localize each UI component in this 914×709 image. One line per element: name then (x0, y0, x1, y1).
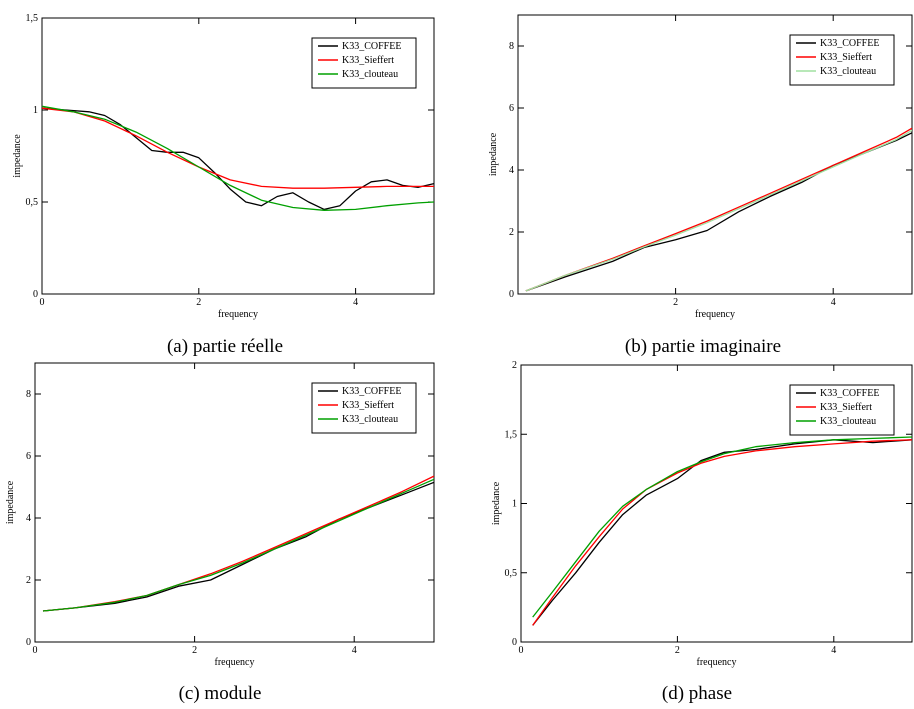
x-tick-label-c: 0 (33, 645, 38, 656)
y-axis-label-b: impedance (488, 132, 499, 176)
x-tick-label-b: 4 (831, 297, 836, 308)
y-tick-label-d: 2 (512, 360, 517, 371)
x-tick-label-c: 2 (192, 645, 197, 656)
caption-b: (b) partie imaginaire (625, 336, 781, 357)
y-tick-label-a: 0,5 (26, 197, 39, 208)
y-tick-label-c: 8 (26, 389, 31, 400)
y-tick-label-a: 1 (33, 105, 38, 116)
y-tick-label-a: 1,5 (26, 13, 39, 24)
y-tick-label-d: 0 (512, 637, 517, 648)
legend-label-d-2: K33_clouteau (820, 416, 876, 427)
x-tick-label-d: 2 (675, 645, 680, 656)
legend-label-c-0: K33_COFFEE (342, 386, 401, 397)
series-line-d-1 (532, 439, 912, 626)
x-tick-label-a: 2 (196, 297, 201, 308)
plot-frame-a (41, 17, 435, 295)
caption-c: (c) module (179, 683, 262, 704)
y-tick-label-c: 0 (26, 637, 31, 648)
legend-label-a-1: K33_Sieffert (342, 55, 394, 66)
legend-label-a-2: K33_clouteau (342, 69, 398, 80)
y-tick-label-d: 1,5 (505, 429, 518, 440)
x-tick-label-b: 2 (673, 297, 678, 308)
series-line-a-2 (42, 105, 434, 211)
y-tick-label-d: 0,5 (505, 568, 518, 579)
y-tick-label-b: 8 (509, 41, 514, 52)
plot-frame-c (34, 362, 435, 643)
legend-label-b-2: K33_clouteau (820, 66, 876, 77)
series-line-c-2 (42, 478, 434, 612)
x-tick-label-c: 4 (352, 645, 357, 656)
y-tick-label-c: 6 (26, 451, 31, 462)
y-axis-label-c: impedance (5, 480, 16, 524)
series-line-b-1 (525, 127, 912, 292)
legend-label-b-1: K33_Sieffert (820, 52, 872, 63)
y-axis-label-a: impedance (12, 134, 23, 178)
series-line-a-0 (42, 107, 434, 211)
y-axis-label-d: impedance (491, 481, 502, 525)
x-tick-label-d: 0 (519, 645, 524, 656)
caption-d: (d) phase (662, 683, 732, 704)
series-line-a-1 (42, 107, 434, 189)
y-tick-label-c: 4 (26, 513, 31, 524)
y-tick-label-d: 1 (512, 499, 517, 510)
legend-label-c-1: K33_Sieffert (342, 400, 394, 411)
x-tick-label-a: 4 (353, 297, 358, 308)
y-tick-label-b: 2 (509, 227, 514, 238)
legend-label-c-2: K33_clouteau (342, 414, 398, 425)
y-tick-label-b: 0 (509, 289, 514, 300)
x-tick-label-d: 4 (831, 645, 836, 656)
legend-label-b-0: K33_COFFEE (820, 38, 879, 49)
x-axis-label-c: frequency (215, 657, 255, 668)
plot-frame-b (517, 14, 913, 295)
series-line-b-2 (525, 129, 912, 292)
y-tick-label-c: 2 (26, 575, 31, 586)
series-line-d-2 (532, 436, 912, 618)
y-tick-label-b: 4 (509, 165, 514, 176)
caption-a: (a) partie réelle (167, 336, 283, 357)
y-tick-label-a: 0 (33, 289, 38, 300)
y-tick-label-b: 6 (509, 103, 514, 114)
x-axis-label-a: frequency (218, 309, 258, 320)
legend-label-a-0: K33_COFFEE (342, 41, 401, 52)
x-axis-label-d: frequency (697, 657, 737, 668)
legend-label-d-1: K33_Sieffert (820, 402, 872, 413)
x-tick-label-a: 0 (40, 297, 45, 308)
legend-label-d-0: K33_COFFEE (820, 388, 879, 399)
x-axis-label-b: frequency (695, 309, 735, 320)
